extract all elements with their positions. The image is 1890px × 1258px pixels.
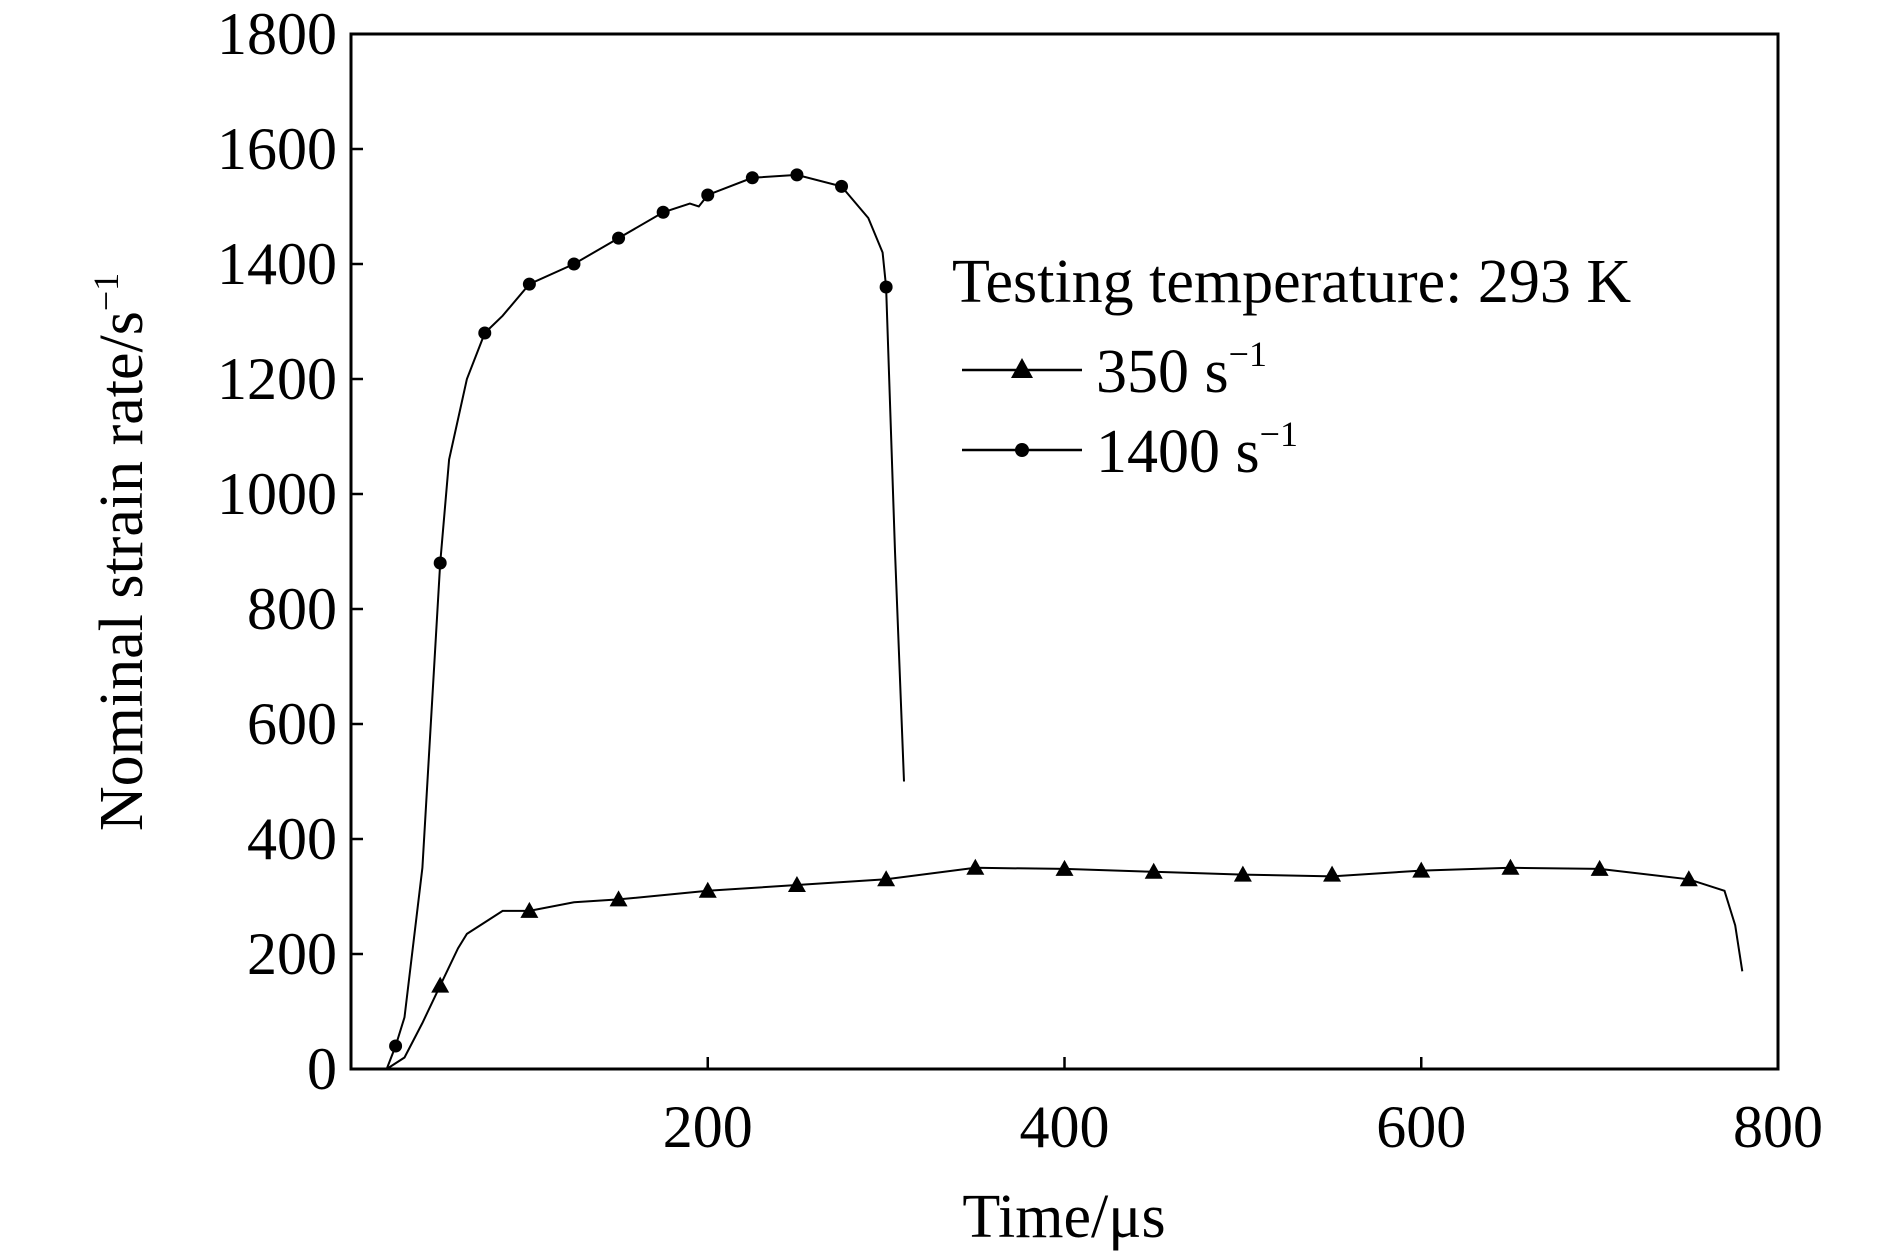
y-tick-label: 200 — [247, 921, 337, 987]
triangle-marker — [1055, 859, 1074, 876]
circle-marker — [701, 188, 715, 202]
series-line — [385, 173, 905, 1070]
y-tick-label: 1400 — [217, 231, 337, 297]
triangle-marker — [1679, 870, 1698, 887]
series-line — [386, 866, 1744, 1070]
circle-marker — [835, 179, 849, 193]
y-tick-label: 1000 — [217, 461, 337, 527]
circle-marker — [567, 257, 581, 271]
plot-frame — [349, 32, 1780, 1071]
circle-marker — [879, 280, 893, 294]
triangle-marker — [1233, 865, 1252, 882]
y-tick-label: 1200 — [217, 346, 337, 412]
triangle-marker — [431, 976, 450, 993]
triangle-marker — [1590, 859, 1609, 876]
y-tick-label: 1600 — [217, 116, 337, 182]
circle-marker — [522, 277, 536, 291]
y-tick-label: 800 — [247, 576, 337, 642]
triangle-marker — [877, 870, 896, 887]
triangle-marker — [609, 890, 628, 907]
x-tick-label: 200 — [663, 1094, 753, 1160]
triangle-marker — [1501, 858, 1520, 875]
triangle-marker — [520, 901, 539, 918]
x-tick-label: 600 — [1376, 1094, 1466, 1160]
circle-marker — [745, 171, 759, 185]
series-0 — [386, 858, 1744, 1070]
circle-marker — [612, 231, 626, 245]
triangle-marker — [1412, 861, 1431, 878]
triangle-marker — [698, 881, 717, 898]
x-tick-label: 800 — [1733, 1094, 1823, 1160]
x-tick-label: 400 — [1020, 1094, 1110, 1160]
triangle-marker — [787, 876, 806, 892]
legend-item-1400: 1400 s−1 — [962, 414, 1298, 486]
triangle-marker — [1144, 862, 1163, 879]
svg-text:350 s−1: 350 s−1 — [1096, 334, 1267, 406]
triangle-marker — [966, 858, 985, 875]
triangle-marker — [1323, 865, 1342, 882]
x-axis-label: Time/μs — [962, 1183, 1165, 1251]
series-1 — [385, 168, 905, 1070]
legend-item-350: 350 s−1 — [962, 334, 1267, 406]
triangle-marker-icon — [1011, 358, 1033, 378]
circle-marker-icon — [1015, 443, 1029, 457]
y-axis-label: Nominal strain rate/s−1 — [86, 273, 156, 831]
y-tick-label: 600 — [247, 691, 337, 757]
y-tick-label: 400 — [247, 806, 337, 872]
svg-text:1400 s−1: 1400 s−1 — [1096, 414, 1298, 486]
legend-title: Testing temperature: 293 K — [952, 248, 1631, 316]
y-tick-label: 0 — [307, 1036, 337, 1102]
circle-marker — [433, 556, 447, 570]
circle-marker — [790, 168, 804, 182]
circle-marker — [656, 205, 670, 219]
circle-marker — [389, 1039, 403, 1053]
y-tick-label: 1800 — [217, 1, 337, 67]
circle-marker — [478, 326, 492, 340]
